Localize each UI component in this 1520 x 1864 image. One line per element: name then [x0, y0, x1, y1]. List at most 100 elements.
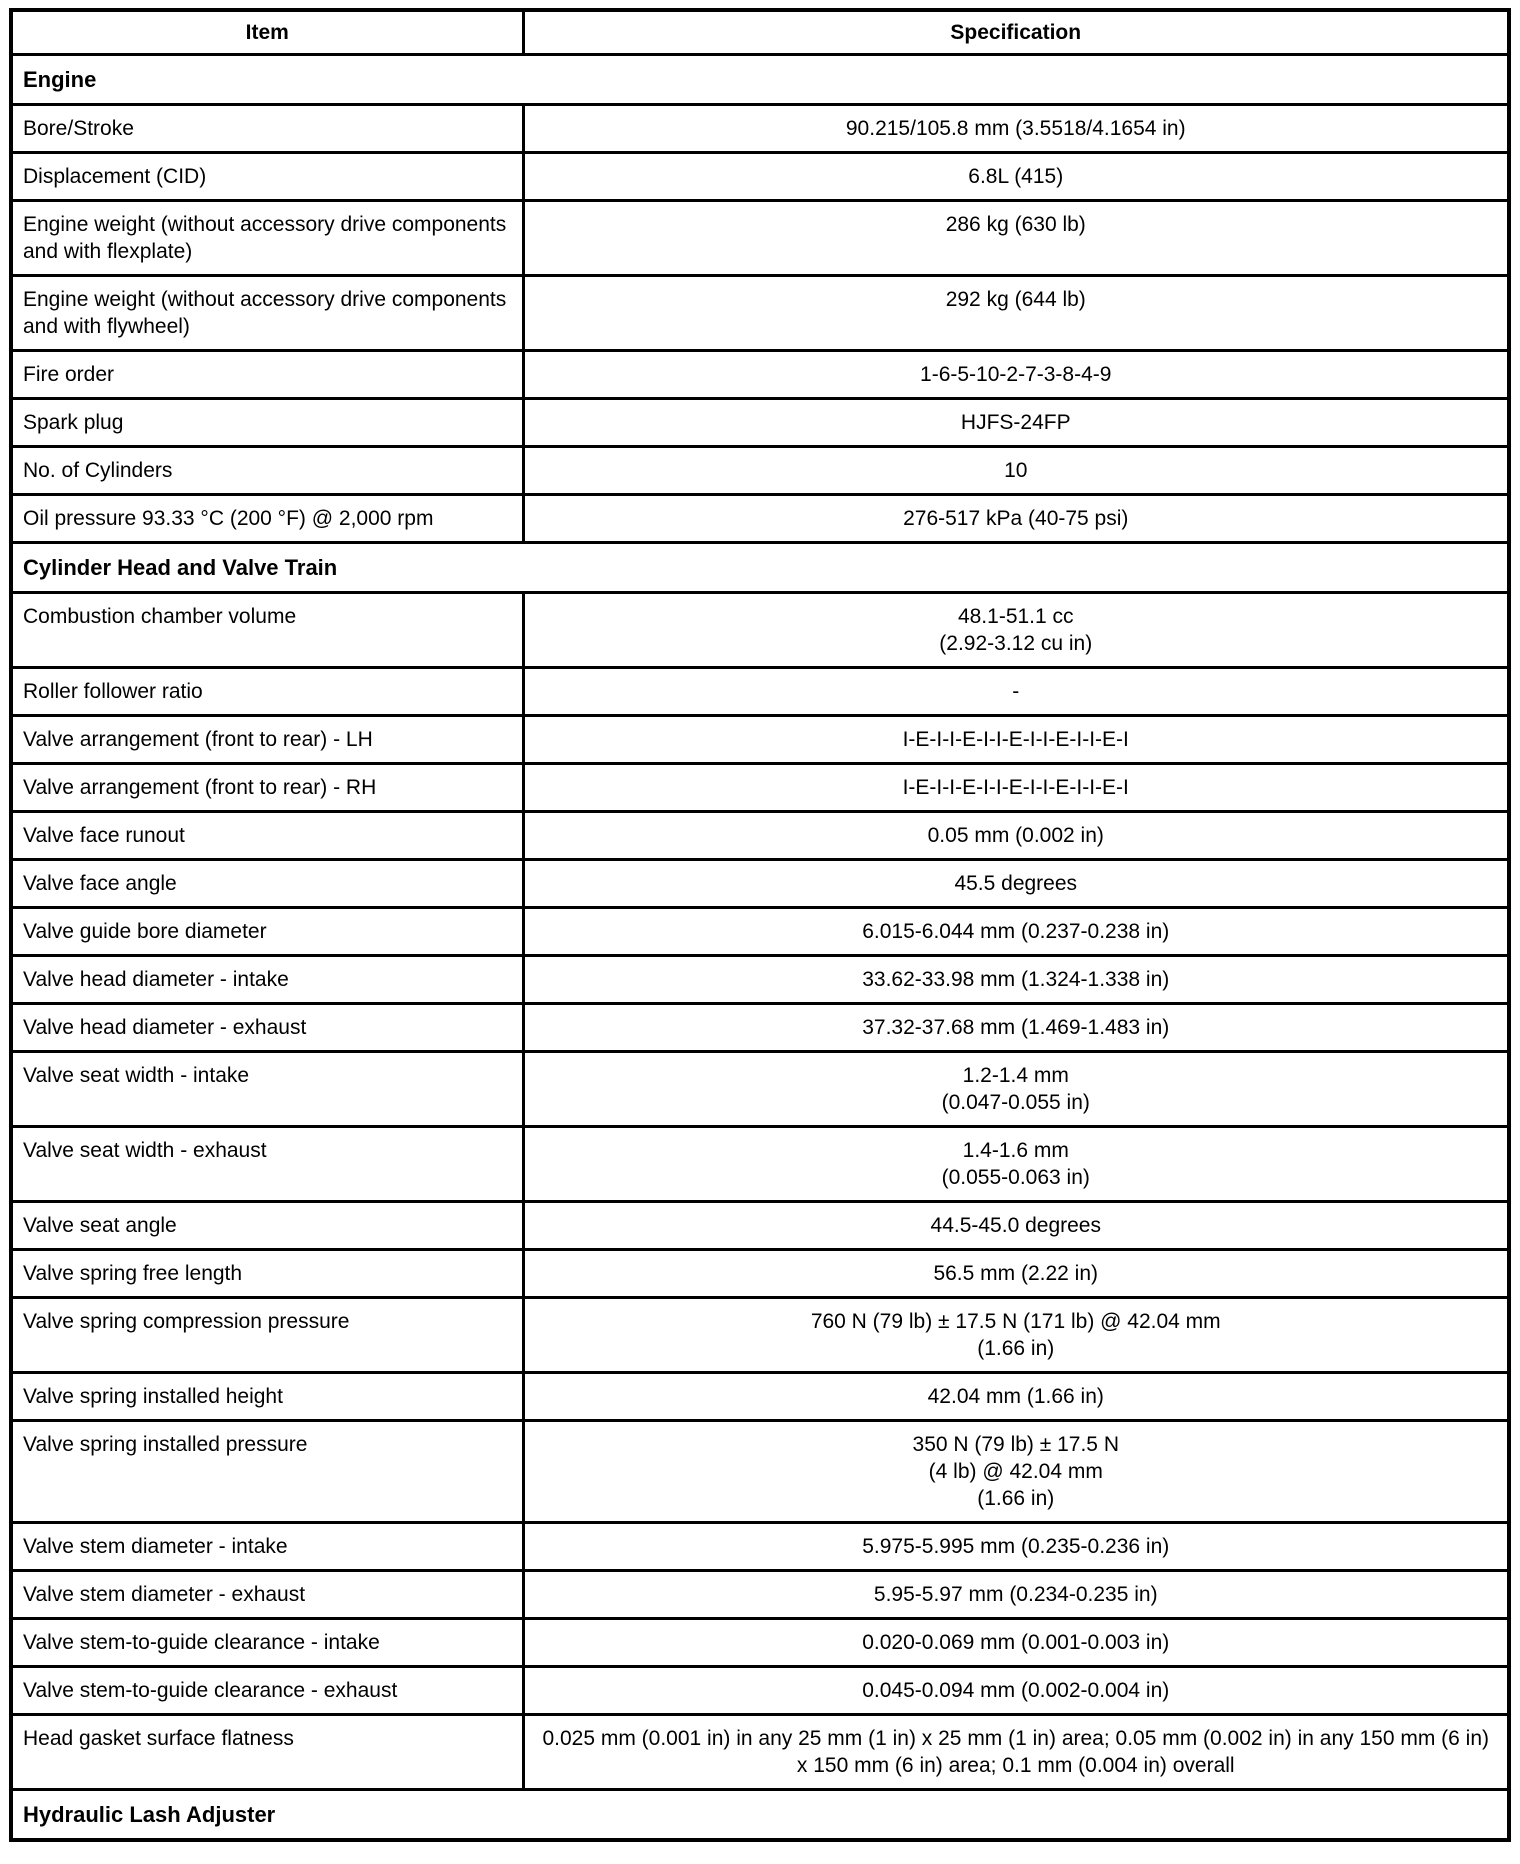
table-row: No. of Cylinders 10 [9, 445, 1511, 496]
table-row: Valve face runout 0.05 mm (0.002 in) [9, 810, 1511, 861]
table-row: Valve seat angle 44.5-45.0 degrees [9, 1200, 1511, 1251]
spec-line: - [1012, 680, 1020, 703]
table-row: Engine weight (without accessory drive c… [9, 274, 1511, 352]
table-row: Valve head diameter - exhaust 37.32-37.68… [9, 1002, 1511, 1053]
spec-cell: 760 N (79 lb) ± 17.5 N (171 lb) @ 42.04 … [521, 1296, 1511, 1374]
spec-line: 37.32-37.68 mm (1.469-1.483 in) [862, 1016, 1170, 1039]
item-cell: Oil pressure 93.33 °C (200 °F) @ 2,000 r… [9, 493, 525, 544]
item-cell: Valve arrangement (front to rear) - RH [9, 762, 525, 813]
spec-line: 292 kg (644 lb) [945, 288, 1086, 311]
item-cell: Spark plug [9, 397, 525, 448]
spec-cell: 37.32-37.68 mm (1.469-1.483 in) [521, 1002, 1511, 1053]
item-cell: Fire order [9, 349, 525, 400]
spec-cell: 10 [521, 445, 1511, 496]
column-header-item: Item [9, 8, 525, 56]
table-row: Combustion chamber volume 48.1-51.1 cc (2.… [9, 591, 1511, 669]
section-row: Hydraulic Lash Adjuster [9, 1788, 1511, 1842]
item-cell: Bore/Stroke [9, 103, 525, 154]
table-row: Valve spring compression pressure 760 N (… [9, 1296, 1511, 1374]
spec-cell: 42.04 mm (1.66 in) [521, 1371, 1511, 1422]
table-row: Valve arrangement (front to rear) - RH I-… [9, 762, 1511, 813]
spec-cell: 1.2-1.4 mm (0.047-0.055 in) [521, 1050, 1511, 1128]
item-cell: Valve spring installed height [9, 1371, 525, 1422]
spec-line: I-E-I-I-E-I-I-E-I-I-E-I-I-E-I [902, 776, 1129, 799]
spec-line: 45.5 degrees [954, 872, 1078, 895]
item-cell: Valve stem diameter - exhaust [9, 1569, 525, 1620]
spec-cell: 33.62-33.98 mm (1.324-1.338 in) [521, 954, 1511, 1005]
spec-line: I-E-I-I-E-I-I-E-I-I-E-I-I-E-I [902, 728, 1129, 751]
spec-cell: I-E-I-I-E-I-I-E-I-I-E-I-I-E-I [521, 714, 1511, 765]
item-cell: Valve face runout [9, 810, 525, 861]
spec-line: 56.5 mm (2.22 in) [933, 1262, 1099, 1285]
table-row: Valve stem-to-guide clearance - intake 0.… [9, 1617, 1511, 1668]
spec-cell: - [521, 666, 1511, 717]
spec-cell: 45.5 degrees [521, 858, 1511, 909]
table-row: Valve spring installed pressure 350 N (79… [9, 1419, 1511, 1524]
spec-line: 276-517 kPa (40-75 psi) [903, 507, 1129, 530]
item-cell: Valve seat width - exhaust [9, 1125, 525, 1203]
table-header: Item Specification [9, 8, 1511, 56]
spec-line: 90.215/105.8 mm (3.5518/4.1654 in) [845, 117, 1186, 140]
spec-cell: 0.020-0.069 mm (0.001-0.003 in) [521, 1617, 1511, 1668]
spec-cell: 56.5 mm (2.22 in) [521, 1248, 1511, 1299]
spec-cell: 1.4-1.6 mm (0.055-0.063 in) [521, 1125, 1511, 1203]
item-cell: Valve head diameter - exhaust [9, 1002, 525, 1053]
spec-cell: 350 N (79 lb) ± 17.5 N (4 lb) @ 42.04 mm (… [521, 1419, 1511, 1524]
item-cell: Head gasket surface flatness [9, 1713, 525, 1791]
section-label: Cylinder Head and Valve Train [9, 541, 1511, 594]
spec-line: 5.95-5.97 mm (0.234-0.235 in) [873, 1583, 1158, 1606]
spec-line: HJFS-24FP [960, 411, 1071, 434]
item-cell: No. of Cylinders [9, 445, 525, 496]
table-row: Spark plug HJFS-24FP [9, 397, 1511, 448]
table-row: Engine weight (without accessory drive c… [9, 199, 1511, 277]
spec-table-body: Engine Bore/Stroke 90.215/105.8 mm (3.5518… [9, 53, 1511, 1842]
table-row: Valve arrangement (front to rear) - LH I-… [9, 714, 1511, 765]
spec-cell: I-E-I-I-E-I-I-E-I-I-E-I-I-E-I [521, 762, 1511, 813]
spec-cell: 1-6-5-10-2-7-3-8-4-9 [521, 349, 1511, 400]
section-row: Cylinder Head and Valve Train [9, 541, 1511, 594]
item-cell: Engine weight (without accessory drive c… [9, 199, 525, 277]
spec-line: 0.045-0.094 mm (0.002-0.004 in) [862, 1679, 1170, 1702]
spec-cell: 90.215/105.8 mm (3.5518/4.1654 in) [521, 103, 1511, 154]
spec-line: 286 kg (630 lb) [945, 213, 1086, 236]
section-label: Engine [9, 53, 1511, 106]
column-header-specification: Specification [521, 8, 1511, 56]
spec-line: 6.8L (415) [968, 165, 1064, 188]
spec-line: 0.05 mm (0.002 in) [927, 824, 1104, 847]
section-row: Engine [9, 53, 1511, 106]
table-row: Valve spring installed height 42.04 mm (1… [9, 1371, 1511, 1422]
spec-line: 44.5-45.0 degrees [930, 1214, 1101, 1237]
item-cell: Valve arrangement (front to rear) - LH [9, 714, 525, 765]
spec-line: (0.047-0.055 in) [941, 1091, 1090, 1114]
header-row: Item Specification [9, 8, 1511, 56]
table-row: Valve seat width - intake 1.2-1.4 mm (0.04… [9, 1050, 1511, 1128]
table-row: Fire order 1-6-5-10-2-7-3-8-4-9 [9, 349, 1511, 400]
spec-cell: 276-517 kPa (40-75 psi) [521, 493, 1511, 544]
table-row: Valve stem-to-guide clearance - exhaust 0… [9, 1665, 1511, 1716]
spec-line: 760 N (79 lb) ± 17.5 N (171 lb) @ 42.04 … [810, 1310, 1221, 1333]
spec-line: (4 lb) @ 42.04 mm [928, 1460, 1103, 1483]
item-cell: Valve guide bore diameter [9, 906, 525, 957]
table-row: Bore/Stroke 90.215/105.8 mm (3.5518/4.165… [9, 103, 1511, 154]
item-cell: Valve spring compression pressure [9, 1296, 525, 1374]
spec-cell: 286 kg (630 lb) [521, 199, 1511, 277]
spec-line: 10 [1004, 459, 1028, 482]
spec-line: (1.66 in) [977, 1487, 1055, 1510]
spec-line: 48.1-51.1 cc [957, 605, 1074, 628]
table-row: Valve stem diameter - intake 5.975-5.995 … [9, 1521, 1511, 1572]
table-row: Valve stem diameter - exhaust 5.95-5.97 m… [9, 1569, 1511, 1620]
spec-cell: 5.95-5.97 mm (0.234-0.235 in) [521, 1569, 1511, 1620]
spec-cell: 6.8L (415) [521, 151, 1511, 202]
item-cell: Valve spring free length [9, 1248, 525, 1299]
spec-line: 33.62-33.98 mm (1.324-1.338 in) [862, 968, 1170, 991]
spec-cell: 5.975-5.995 mm (0.235-0.236 in) [521, 1521, 1511, 1572]
item-cell: Displacement (CID) [9, 151, 525, 202]
table-row: Valve guide bore diameter 6.015-6.044 mm … [9, 906, 1511, 957]
spec-line: (0.055-0.063 in) [941, 1166, 1090, 1189]
spec-cell: 292 kg (644 lb) [521, 274, 1511, 352]
item-cell: Engine weight (without accessory drive c… [9, 274, 525, 352]
table-row: Displacement (CID) 6.8L (415) [9, 151, 1511, 202]
item-cell: Valve seat angle [9, 1200, 525, 1251]
item-cell: Valve stem diameter - intake [9, 1521, 525, 1572]
spec-line: 0.025 mm (0.001 in) in any 25 mm (1 in) … [542, 1727, 1490, 1777]
